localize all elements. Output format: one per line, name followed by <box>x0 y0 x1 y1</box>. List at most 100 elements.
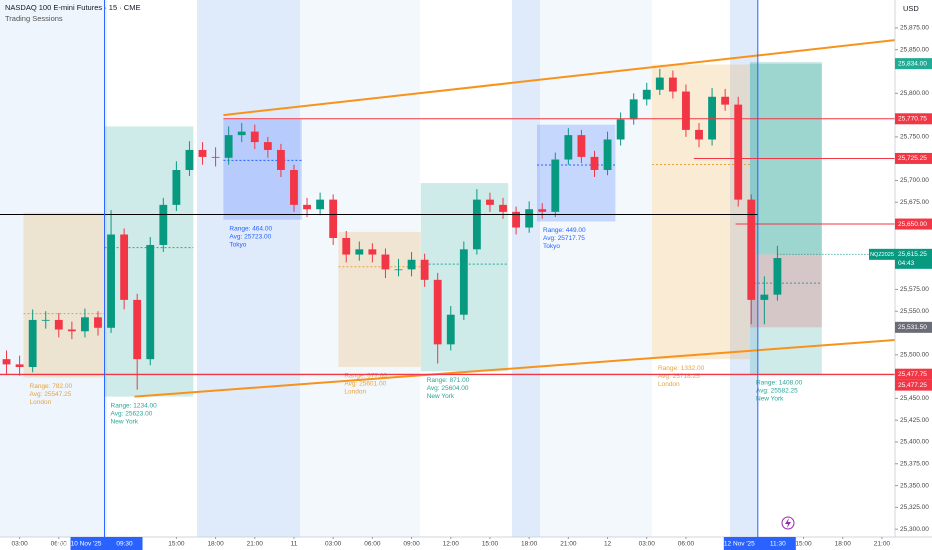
v-line-tag <box>723 537 796 550</box>
countdown: 04:43 <box>898 260 915 267</box>
candle-body <box>133 299 142 360</box>
candle-body <box>41 319 50 321</box>
session-label: London <box>30 399 52 406</box>
symbol-tag <box>869 248 895 260</box>
candle-body <box>198 149 207 157</box>
price-tag-label: 25,531.50 <box>898 324 927 331</box>
candle-body <box>276 149 285 170</box>
x-tick-label: 12 <box>604 541 612 548</box>
y-tick-label: 25,575.00 <box>900 286 929 293</box>
session-label: Range: 1408.00 <box>756 380 803 387</box>
v-line-date: Wed 12 Nov '25 <box>709 541 755 548</box>
session-label: Range: 464.00 <box>229 225 272 232</box>
price-tag-label: 25,725.25 <box>898 155 927 162</box>
x-tick-label: 18:00 <box>521 541 538 548</box>
x-tick-label: 11 <box>291 541 298 548</box>
x-tick-label: 03:00 <box>11 541 28 548</box>
candle-body <box>2 359 11 365</box>
last-price-tag <box>895 248 932 269</box>
y-tick-label: 25,375.00 <box>900 460 929 467</box>
candle-body <box>616 119 625 140</box>
candle-body <box>185 149 194 170</box>
x-tick-label: 12:00 <box>443 541 460 548</box>
candle-body <box>708 96 716 140</box>
candle-body <box>329 199 338 238</box>
candle-body <box>107 234 115 328</box>
time-axis <box>0 537 932 550</box>
y-tick-label: 25,450.00 <box>900 395 929 402</box>
indicator-name: Trading Sessions <box>5 14 63 23</box>
currency: USD <box>903 4 919 13</box>
session-label: Range: 871.00 <box>427 377 470 384</box>
candle-body <box>120 234 129 300</box>
trendline <box>134 338 895 398</box>
candle-body <box>342 237 351 255</box>
candle-body <box>407 259 416 270</box>
session-label: Range: 449.00 <box>543 227 586 234</box>
shade <box>0 0 107 537</box>
session-label: New York <box>427 393 455 400</box>
price-tag-label: 25,650.00 <box>898 221 927 228</box>
x-tick-label: 15:00 <box>482 541 499 548</box>
x-tick-label: 18:00 <box>835 541 852 548</box>
shade <box>540 0 652 537</box>
session-label: Range: 1332.00 <box>658 365 705 372</box>
session-label: London <box>658 381 680 388</box>
session-box <box>223 119 302 220</box>
candle-body <box>446 314 455 345</box>
price-tag <box>895 152 932 164</box>
y-tick-label: 25,400.00 <box>900 439 929 446</box>
session-label: Tokyo <box>229 241 246 248</box>
session-label: Range: 577.00 <box>344 373 387 380</box>
x-tick-label: 06:00 <box>364 541 381 548</box>
candle-body <box>250 131 259 143</box>
icon <box>785 518 791 528</box>
session-box <box>23 212 105 378</box>
session-label: Avg: 25723.00 <box>229 233 271 240</box>
candle-body <box>642 89 651 100</box>
candle-body <box>629 99 638 120</box>
session-box <box>537 124 616 222</box>
candle-body <box>263 142 272 150</box>
candle-body <box>682 91 690 130</box>
trendline <box>223 39 895 117</box>
y-tick-label: 25,300.00 <box>900 526 929 533</box>
x-tick-label: 06:00 <box>51 541 68 548</box>
candle-body <box>355 249 364 255</box>
candle-body <box>81 317 89 332</box>
x-tick-label: 18:00 <box>207 541 224 548</box>
candle-body <box>146 244 155 360</box>
session-label: Range: 1234.00 <box>111 402 158 409</box>
candle-body <box>590 156 599 170</box>
session-label: Avg: 25604.00 <box>427 385 469 392</box>
price-tag-label: 25,477.75 <box>898 371 927 378</box>
candle-body <box>303 204 311 210</box>
candle-body <box>237 131 246 136</box>
candle-body <box>420 259 429 280</box>
y-tick-label: 25,500.00 <box>900 352 929 359</box>
candle-body <box>394 269 403 271</box>
candle-body <box>172 169 181 205</box>
candle-body <box>655 77 664 90</box>
price-tag <box>895 58 932 70</box>
candle-body <box>368 249 377 255</box>
candle-body <box>695 129 703 140</box>
y-tick-label: 25,850.00 <box>900 46 929 53</box>
session-label: London <box>344 389 366 396</box>
last-price-label: 25,615.25 <box>898 251 927 258</box>
price-tag-label: 25,477.25 <box>898 382 927 389</box>
candle-body <box>67 329 76 332</box>
session-label: Tokyo <box>543 243 560 250</box>
candle-body <box>290 169 298 205</box>
shade <box>197 0 300 537</box>
y-tick-label: 25,875.00 <box>900 25 929 32</box>
session-label: Avg: 25601.00 <box>344 381 386 388</box>
y-tick-label: 25,325.00 <box>900 504 929 511</box>
price-tag <box>895 321 932 333</box>
candle-body <box>747 199 756 300</box>
x-tick-label: 03:00 <box>325 541 342 548</box>
candle-body <box>54 319 63 330</box>
session-label: New York <box>756 396 784 403</box>
